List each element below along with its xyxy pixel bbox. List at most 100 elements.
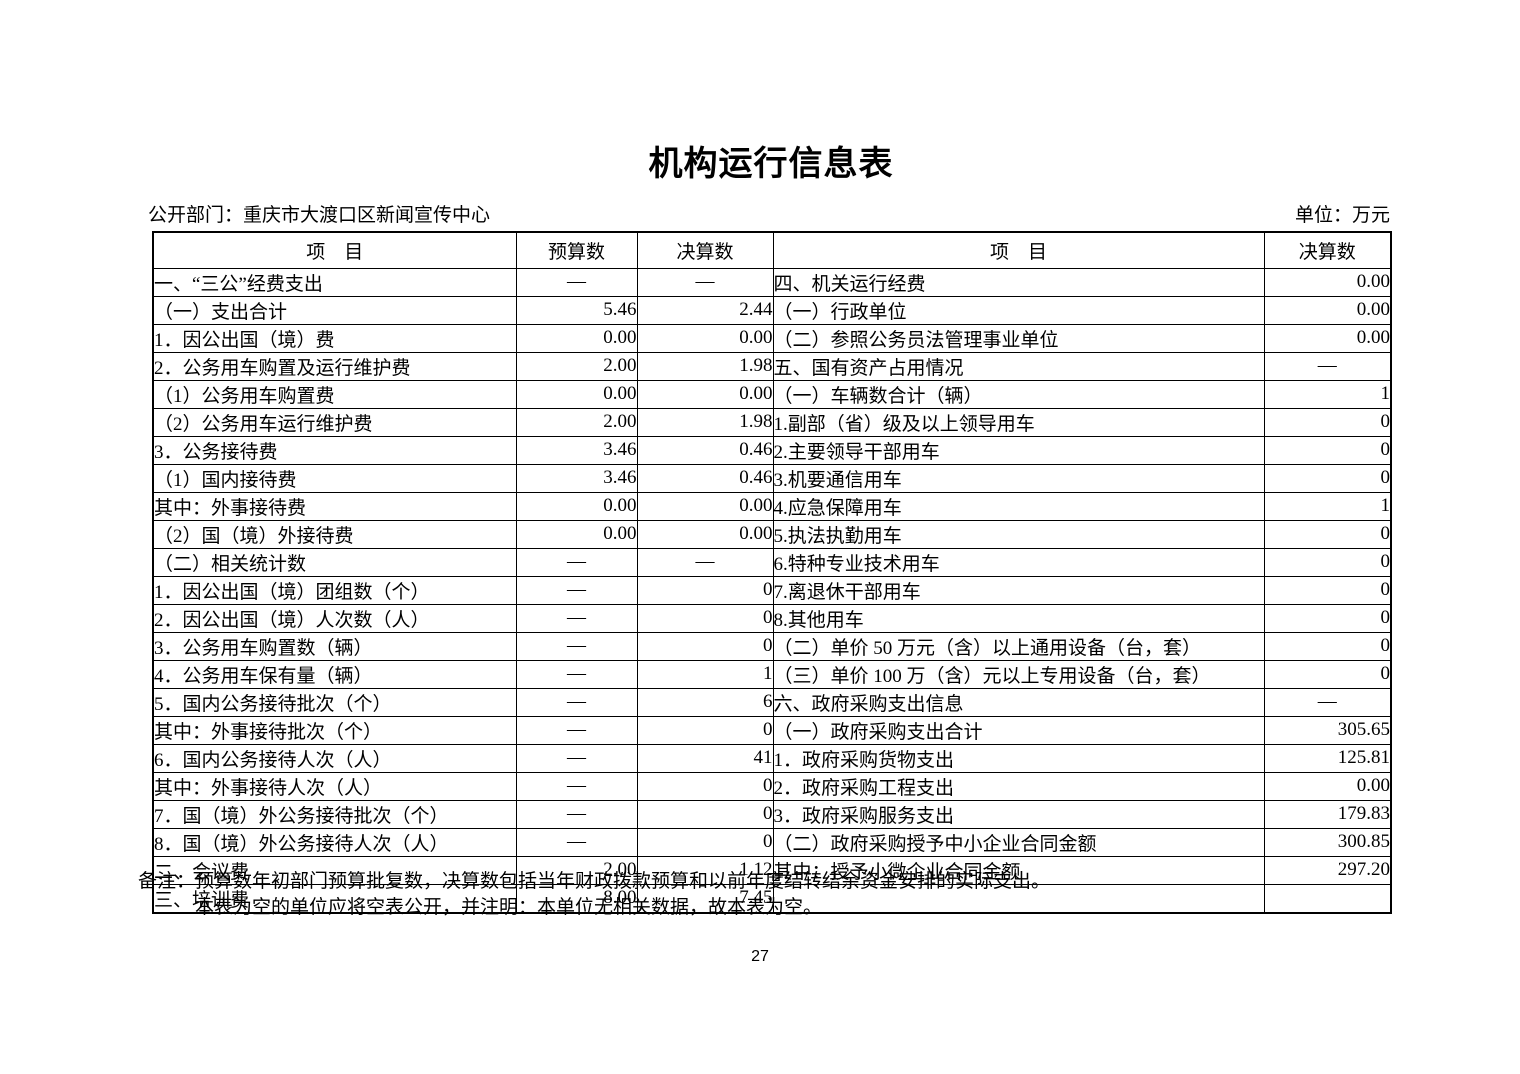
table-row: （1）国内接待费 3.46 0.46 3.机要通信用车 0 <box>152 463 1392 493</box>
final-cell-left: 0 <box>636 771 774 801</box>
item-cell-left: 8．国（境）外公务接待人次（人） <box>152 827 517 857</box>
department-label: 公开部门：重庆市大渡口区新闻宣传中心 <box>148 205 491 226</box>
final-cell-left: 7.45 <box>636 883 774 913</box>
final-cell-left: 0 <box>636 575 774 605</box>
final-cell-right: 1 <box>1263 491 1392 521</box>
table-row: （2）国（境）外接待费 0.00 0.00 5.执法执勤用车 0 <box>152 519 1392 549</box>
notes: 备注：预算数年初部门预算批复数，决算数包括当年财政拨款预算和以前年度结转结余资金… <box>138 869 1298 921</box>
final-cell-right: 0 <box>1263 519 1392 549</box>
item-cell-left: 3．公务用车购置数（辆） <box>152 631 517 661</box>
budget-cell: — <box>515 631 638 661</box>
header-item-right: 项 目 <box>772 231 1265 269</box>
final-cell-right: 0 <box>1263 631 1392 661</box>
budget-cell: — <box>515 799 638 829</box>
final-cell-left: 0.00 <box>636 323 774 353</box>
item-cell-left: 其中：外事接待费 <box>152 491 517 521</box>
final-cell-right: 1 <box>1263 379 1392 409</box>
item-cell-left: 其中：外事接待人次（人） <box>152 771 517 801</box>
header-final-left: 决算数 <box>636 231 774 269</box>
table-row: 三、培训费 8.00 7.45 <box>152 883 1392 913</box>
budget-cell: — <box>515 547 638 577</box>
item-cell-right: 六、政府采购支出信息 <box>772 687 1265 717</box>
table-body: 一、“三公”经费支出 — — 四、机关运行经费 0.00 （一）支出合计 5.46 2.44 （… <box>152 267 1392 913</box>
item-cell-left: 6．国内公务接待人次（人） <box>152 743 517 773</box>
table-row: （二）相关统计数 — —6.特种专业技术用车 0 <box>152 547 1392 577</box>
final-cell-right: 0.00 <box>1263 323 1392 353</box>
final-cell-left: 0.00 <box>636 491 774 521</box>
note-text-1: 预算数年初部门预算批复数，决算数包括当年财政拨款预算和以前年度结转结余资金安排的… <box>195 871 1051 892</box>
table-row: 其中：外事接待费 0.00 0.00 4.应急保障用车 1 <box>152 491 1392 521</box>
final-cell-right: 0 <box>1263 547 1392 577</box>
final-cell-left: 0.00 <box>636 519 774 549</box>
budget-cell: — <box>515 715 638 745</box>
table-row: 2．公务用车购置及运行维护费 2.00 1.98 五、国有资产占用情况 — <box>152 351 1392 381</box>
item-cell-right: （二）政府采购授予中小企业合同金额 <box>772 827 1265 857</box>
item-cell-right: 6.特种专业技术用车 <box>772 547 1265 577</box>
item-cell-right: （二）单价 50 万元（含）以上通用设备（台，套） <box>772 631 1265 661</box>
final-cell-left: 1.98 <box>636 351 774 381</box>
item-cell-left: （1）公务用车购置费 <box>152 379 517 409</box>
budget-cell: 3.46 <box>515 435 638 465</box>
final-cell-right: 0 <box>1263 407 1392 437</box>
final-cell-left: 6 <box>636 687 774 717</box>
final-cell-right: 0 <box>1263 575 1392 605</box>
item-cell-right: （一）政府采购支出合计 <box>772 715 1265 745</box>
table-row: 其中：外事接待人次（人） —0 2．政府采购工程支出 0.00 <box>152 771 1392 801</box>
note-line-1: 备注：预算数年初部门预算批复数，决算数包括当年财政拨款预算和以前年度结转结余资金… <box>138 869 1298 895</box>
item-cell-left: 三、培训费 <box>152 883 517 913</box>
final-cell-right: 0 <box>1263 659 1392 689</box>
header-budget: 预算数 <box>515 231 638 269</box>
final-cell-left: 0 <box>636 603 774 633</box>
item-cell-left: （一）支出合计 <box>152 295 517 325</box>
item-cell-right: 1．政府采购货物支出 <box>772 743 1265 773</box>
table-row: 2．因公出国（境）人次数（人） —0 8.其他用车 0 <box>152 603 1392 633</box>
item-cell-right: （三）单价 100 万（含）元以上专用设备（台，套） <box>772 659 1265 689</box>
item-cell-right: 2.主要领导干部用车 <box>772 435 1265 465</box>
item-cell-right <box>772 883 1265 913</box>
item-cell-right: （一）行政单位 <box>772 295 1265 325</box>
final-cell-right: — <box>1263 351 1392 381</box>
final-cell-left: 2.44 <box>636 295 774 325</box>
final-cell-left: 41 <box>636 743 774 773</box>
table-row: 5．国内公务接待批次（个） —6 六、政府采购支出信息 — <box>152 687 1392 717</box>
budget-cell: 0.00 <box>515 323 638 353</box>
final-cell-right: 179.83 <box>1263 799 1392 829</box>
item-cell-left: 4．公务用车保有量（辆） <box>152 659 517 689</box>
item-cell-right: 4.应急保障用车 <box>772 491 1265 521</box>
budget-cell: 2.00 <box>515 855 638 885</box>
final-cell-left: 1 <box>636 659 774 689</box>
table-row: 8．国（境）外公务接待人次（人） —0 （二）政府采购授予中小企业合同金额 300.8… <box>152 827 1392 857</box>
page-number: 27 <box>751 948 769 965</box>
table-row: 1．因公出国（境）费 0.00 0.00 （二）参照公务员法管理事业单位 0.00 <box>152 323 1392 353</box>
final-cell-right: 0 <box>1263 435 1392 465</box>
final-cell-right: 0 <box>1263 463 1392 493</box>
item-cell-left: 其中：外事接待批次（个） <box>152 715 517 745</box>
final-cell-right: 300.85 <box>1263 827 1392 857</box>
item-cell-right: 3．政府采购服务支出 <box>772 799 1265 829</box>
budget-cell: — <box>515 771 638 801</box>
header-row: 项 目 预算数 决算数 项 目 决算数 <box>152 231 1392 269</box>
final-cell-right: 0.00 <box>1263 295 1392 325</box>
table-row: 其中：外事接待批次（个） —0 （一）政府采购支出合计 305.65 <box>152 715 1392 745</box>
final-cell-left: 0.46 <box>636 463 774 493</box>
item-cell-right: 7.离退休干部用车 <box>772 575 1265 605</box>
item-cell-left: （二）相关统计数 <box>152 547 517 577</box>
item-cell-left: 3．公务接待费 <box>152 435 517 465</box>
budget-cell: 2.00 <box>515 351 638 381</box>
budget-cell: 5.46 <box>515 295 638 325</box>
item-cell-right: （二）参照公务员法管理事业单位 <box>772 323 1265 353</box>
table-row: 3．公务接待费 3.46 0.46 2.主要领导干部用车 0 <box>152 435 1392 465</box>
item-cell-right: （一）车辆数合计（辆） <box>772 379 1265 409</box>
header-item-left: 项 目 <box>152 231 517 269</box>
table-row: 1．因公出国（境）团组数（个） —0 7.离退休干部用车 0 <box>152 575 1392 605</box>
table-row: （一）支出合计 5.46 2.44 （一）行政单位 0.00 <box>152 295 1392 325</box>
note-line-2: 本表为空的单位应将空表公开，并注明：本单位无相关数据，故本表为空。 <box>195 897 823 918</box>
budget-cell: 0.00 <box>515 519 638 549</box>
table-row: 3．公务用车购置数（辆） —0 （二）单价 50 万元（含）以上通用设备（台，套） 0 <box>152 631 1392 661</box>
final-cell-left: 0.00 <box>636 379 774 409</box>
item-cell-right: 1.副部（省）级及以上领导用车 <box>772 407 1265 437</box>
table-row: 7．国（境）外公务接待批次（个） —0 3．政府采购服务支出 179.83 <box>152 799 1392 829</box>
page-title: 机构运行信息表 <box>648 145 894 183</box>
item-cell-right: 四、机关运行经费 <box>772 267 1265 297</box>
item-cell-left: 5．国内公务接待批次（个） <box>152 687 517 717</box>
